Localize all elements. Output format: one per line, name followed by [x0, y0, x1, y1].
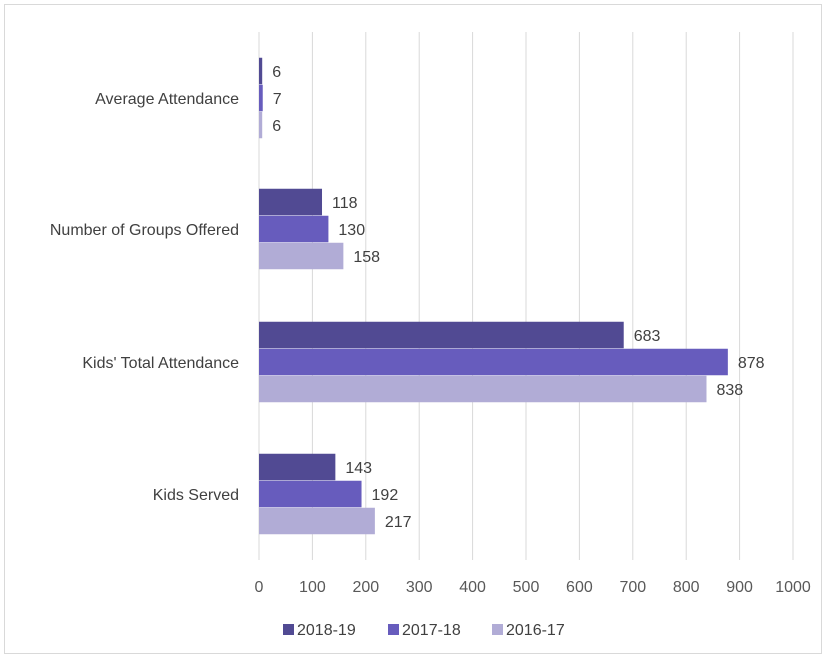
x-tick-label: 0 [255, 579, 264, 596]
x-tick-label: 800 [673, 579, 700, 596]
legend: 2018-19 2017-18 2016-17 [283, 622, 565, 639]
x-tick-label: 300 [406, 579, 433, 596]
x-tick-label: 100 [299, 579, 326, 596]
bar [259, 480, 362, 508]
data-labels: 6 118 683 143 7 130 878 192 6 158 838 217 [272, 64, 764, 531]
data-label: 838 [716, 382, 743, 399]
data-label: 878 [738, 355, 765, 372]
legend-swatch [283, 624, 294, 635]
category-label: Kids Served [153, 487, 239, 504]
legend-label: 2016-17 [506, 622, 565, 639]
data-label: 118 [332, 195, 358, 212]
bars [259, 57, 728, 535]
bar [259, 348, 728, 376]
data-label: 683 [634, 328, 661, 345]
x-tick-label: 900 [726, 579, 753, 596]
bar [259, 215, 329, 243]
category-label: Number of Groups Offered [50, 222, 239, 239]
category-label: Kids' Total Attendance [82, 355, 239, 372]
bar [259, 57, 263, 85]
category-labels: Average Attendance Number of Groups Offer… [50, 91, 239, 504]
x-tick-label: 600 [566, 579, 593, 596]
x-tick-label: 400 [459, 579, 486, 596]
bar [259, 188, 323, 216]
bar [259, 321, 624, 349]
legend-swatch [492, 624, 503, 635]
data-label: 130 [338, 222, 365, 239]
bar [259, 375, 707, 403]
data-label: 7 [273, 91, 282, 108]
data-label: 6 [272, 64, 281, 81]
bar [259, 242, 344, 270]
bar [259, 507, 375, 535]
x-tick-label: 700 [619, 579, 646, 596]
data-label: 158 [353, 249, 380, 266]
legend-swatch [388, 624, 399, 635]
bar [259, 84, 263, 112]
data-label: 217 [385, 514, 412, 531]
data-label: 192 [372, 487, 399, 504]
legend-label: 2018-19 [297, 622, 356, 639]
x-tick-label: 1000 [775, 579, 811, 596]
x-tick-label: 200 [352, 579, 379, 596]
bar [259, 453, 336, 481]
category-label: Average Attendance [95, 91, 239, 108]
x-axis-ticks: 0 100 200 300 400 500 600 700 800 900 1000 [255, 579, 811, 596]
x-tick-label: 500 [513, 579, 540, 596]
data-label: 6 [272, 118, 281, 135]
bar [259, 111, 263, 139]
data-label: 143 [345, 460, 372, 477]
legend-label: 2017-18 [402, 622, 461, 639]
